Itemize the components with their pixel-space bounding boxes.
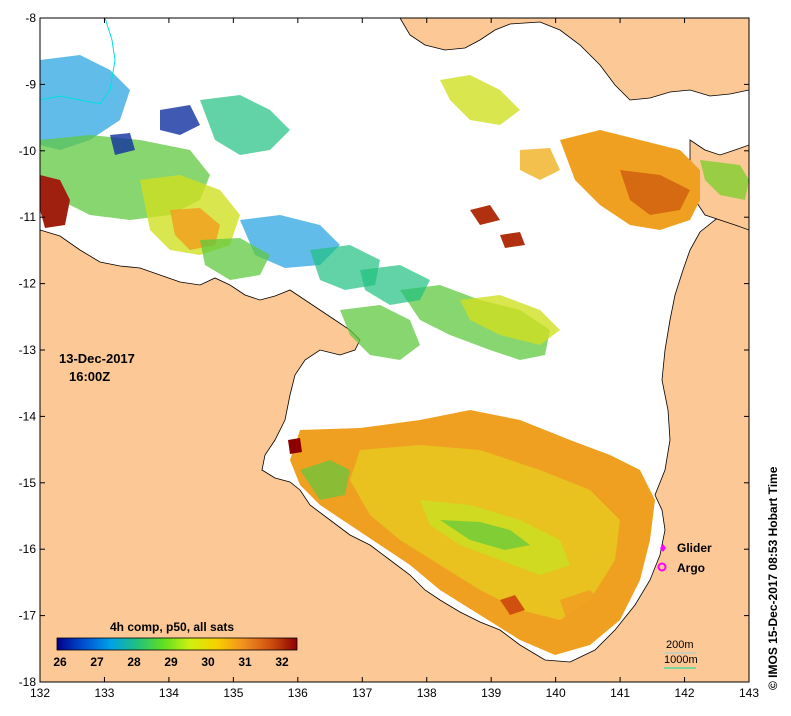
- lat-tick-label: -14: [19, 409, 37, 423]
- date-annotation: 13-Dec-2017 16:00Z: [59, 350, 135, 386]
- lat-tick-label: -16: [19, 542, 37, 556]
- sst-north: [340, 75, 749, 360]
- lat-tick-label: -8: [25, 11, 36, 25]
- lat-tick-label: -9: [25, 77, 36, 91]
- colorbar-tick-label: 29: [164, 655, 178, 669]
- land-arnhem-west: [40, 204, 749, 682]
- lon-tick-label: 139: [481, 686, 501, 700]
- colorbar-tick-label: 30: [201, 655, 215, 669]
- colorbar-tick-label: 27: [90, 655, 104, 669]
- lat-tick-label: -15: [19, 476, 37, 490]
- lon-tick-label: 143: [739, 686, 759, 700]
- copyright-label: © IMOS 15-Dec-2017 08:53 Hobart Time: [766, 466, 780, 690]
- lon-tick-label: 136: [288, 686, 308, 700]
- depth-contour-200m: [40, 18, 116, 105]
- glider-legend-label: Glider: [677, 541, 712, 555]
- axis-ticks: 132 133 134 135 136 137 138 139 140 141 142 143 -8 -9…: [19, 11, 760, 700]
- depth-legend-1000m-label: 1000m: [664, 654, 698, 666]
- land-papua-north: [399, 18, 749, 101]
- depth-legend-200m-label: 200m: [666, 639, 694, 651]
- colorbar-title: 4h comp, p50, all sats: [110, 620, 235, 634]
- colorbar-tick-label: 31: [238, 655, 252, 669]
- lon-tick-label: 141: [610, 686, 630, 700]
- sst-west: [40, 55, 380, 290]
- lon-tick-label: 140: [546, 686, 566, 700]
- time-label: 16:00Z: [69, 369, 111, 384]
- lat-tick-label: -12: [19, 277, 37, 291]
- lon-tick-label: 133: [94, 686, 114, 700]
- lat-tick-label: -18: [19, 675, 37, 689]
- lon-tick-label: 135: [223, 686, 243, 700]
- lon-tick-label: 142: [675, 686, 695, 700]
- argo-legend-label: Argo: [677, 561, 705, 575]
- sst-gulf: [288, 410, 655, 655]
- colorbar-tick-label: 28: [127, 655, 141, 669]
- argo-marker-icon: [657, 562, 667, 572]
- map-content: [40, 18, 749, 682]
- lat-tick-label: -10: [19, 144, 37, 158]
- lon-tick-label: 137: [352, 686, 372, 700]
- glider-marker-icon: [660, 544, 666, 552]
- lat-tick-label: -17: [19, 609, 37, 623]
- lat-tick-label: -11: [20, 210, 37, 224]
- colorbar-tick-label: 26: [53, 655, 67, 669]
- lon-tick-label: 138: [417, 686, 437, 700]
- colorbar: [56, 637, 298, 651]
- lon-tick-label: 132: [30, 686, 50, 700]
- colorbar-tick-label: 32: [275, 655, 289, 669]
- date-label: 13-Dec-2017: [59, 351, 135, 366]
- lon-tick-label: 134: [159, 686, 179, 700]
- lat-tick-label: -13: [19, 343, 37, 357]
